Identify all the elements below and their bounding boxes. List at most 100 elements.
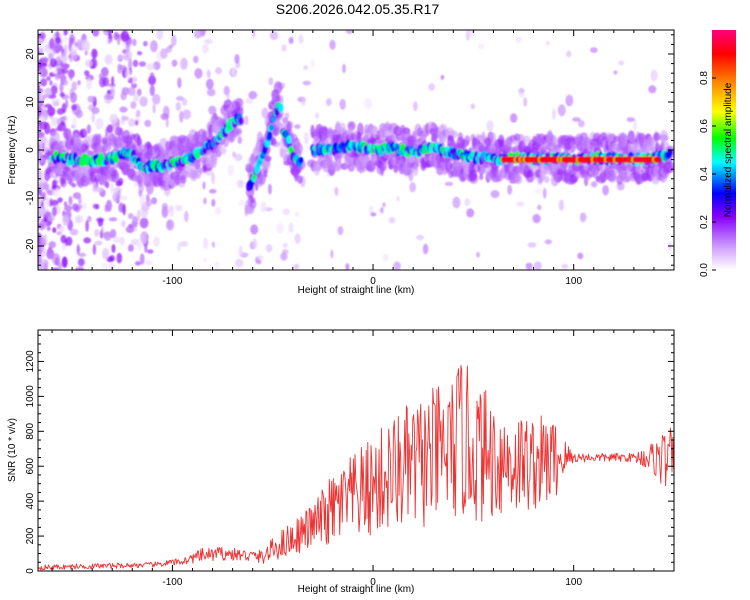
- spectrogram-noise-cell: [252, 238, 258, 249]
- spectrogram-halo-cell: [624, 170, 633, 182]
- spectrogram-noise-cell: [294, 233, 301, 244]
- spectrogram-noise-cell: [101, 262, 110, 269]
- spectrogram-noise-cell: [175, 101, 181, 111]
- spectrogram-noise-cell: [303, 132, 309, 145]
- spectrogram-noise-cell: [179, 241, 188, 247]
- spectrogram-noise-cell: [71, 183, 77, 188]
- spectrogram-noise-cell: [134, 120, 139, 126]
- spectrogram-ylabel: Frequency (Hz): [7, 116, 18, 185]
- spectrogram-noise-cell: [106, 124, 113, 133]
- spectrogram-halo-cell: [270, 138, 277, 146]
- spectrogram-noise-cell: [52, 227, 57, 234]
- spectrogram-noise-cell: [171, 34, 177, 47]
- spectrogram-noise-cell: [56, 59, 61, 65]
- spectrogram-noise-cell: [206, 69, 211, 79]
- spectrogram-noise-cell: [227, 164, 234, 177]
- spectrogram-noise-cell: [147, 249, 154, 254]
- snr-frame: [37, 329, 675, 572]
- x-tick-label: 100: [565, 577, 582, 588]
- spectrogram-noise-cell: [465, 30, 471, 41]
- spectrogram-noise-cell: [282, 208, 290, 216]
- spectrogram-xlabel: Height of straight line (km): [298, 285, 415, 296]
- spectrogram-noise-cell: [565, 94, 574, 107]
- spectrogram-noise-cell: [545, 40, 550, 46]
- spectrogram-noise-cell: [43, 233, 48, 244]
- spectrogram-noise-cell: [648, 85, 657, 94]
- spectrogram-halo-cell: [371, 125, 378, 139]
- spectrogram-noise-cell: [223, 85, 230, 96]
- spectrogram-noise-cell: [117, 63, 123, 74]
- spectrogram-noise-cell: [161, 202, 168, 211]
- spectrogram-noise-cell: [175, 96, 185, 101]
- spectrogram-noise-cell: [303, 65, 309, 71]
- spectrogram-noise-cell: [60, 234, 67, 244]
- spectrogram-noise-cell: [122, 115, 129, 121]
- spectrogram-noise-cell: [181, 98, 188, 106]
- spectrogram-noise-cell: [345, 30, 353, 35]
- spectrogram-noise-cell: [131, 220, 136, 228]
- spectrogram-noise-cell: [102, 247, 110, 260]
- spectrogram-noise-cell: [160, 113, 169, 121]
- spectrogram-noise-cell: [43, 121, 48, 128]
- spectrogram-noise-cell: [288, 222, 294, 234]
- spectrogram-noise-cell: [38, 148, 44, 158]
- spectrogram-noise-cell: [146, 62, 156, 71]
- spectrogram-noise-cell: [602, 185, 609, 196]
- spectrogram-noise-cell: [46, 226, 51, 231]
- spectrogram-noise-cell: [97, 218, 104, 227]
- colorbar-gradient: [712, 30, 736, 270]
- spectrogram-noise-cell: [112, 236, 122, 243]
- spectrogram-halo-cell: [364, 124, 370, 134]
- spectrogram-noise-cell: [269, 31, 279, 41]
- spectrogram-noise-cell: [134, 261, 141, 266]
- spectrogram-noise-cell: [41, 57, 49, 64]
- spectrogram-noise-cell: [68, 34, 76, 45]
- spectrogram-noise-cell: [39, 32, 46, 40]
- y-tick-label: 10: [25, 96, 36, 108]
- spectrogram-noise-cell: [507, 184, 513, 195]
- spectrogram-noise-cell: [65, 99, 69, 109]
- spectrogram-noise-cell: [617, 60, 625, 66]
- spectrogram-halo-cell: [235, 101, 241, 112]
- spectrogram-halo-cell: [431, 133, 437, 142]
- spectrogram-noise-cell: [103, 231, 112, 241]
- spectrogram-halo-cell: [479, 168, 487, 174]
- spectrogram-noise-cell: [94, 240, 103, 246]
- spectrogram-noise-cell: [86, 78, 92, 90]
- spectrogram-noise-cell: [469, 30, 476, 38]
- y-tick-label: 600: [25, 457, 36, 474]
- spectrogram-noise-cell: [145, 198, 152, 207]
- spectrogram-noise-cell: [78, 196, 82, 205]
- spectrogram-noise-cell: [48, 241, 56, 249]
- spectrogram-noise-cell: [168, 44, 174, 49]
- spectrogram-noise-cell: [40, 157, 46, 164]
- spectrogram-noise-cell: [268, 77, 274, 86]
- spectrogram-noise-cell: [106, 199, 112, 212]
- spectrogram-noise-cell: [268, 183, 272, 195]
- spectrogram-noise-cell: [61, 52, 68, 64]
- colorbar-tick-label: 0.4: [699, 167, 710, 181]
- spectrogram-noise-cell: [151, 197, 158, 205]
- spectrogram-noise-cell: [203, 258, 208, 263]
- spectrogram-noise-cell: [214, 207, 222, 215]
- spectrogram-noise-cell: [120, 91, 127, 101]
- spectrogram-noise-cell: [50, 199, 59, 206]
- spectrogram-noise-cell: [69, 228, 79, 236]
- page-title: S206.2026.042.05.35.R17: [275, 1, 440, 17]
- spectrogram-noise-cell: [281, 44, 287, 52]
- spectrogram-halo-cell: [110, 169, 120, 183]
- spectrogram-noise-cell: [294, 264, 300, 269]
- spectrogram-noise-cell: [63, 79, 69, 86]
- spectrogram-ridge-cell: [298, 156, 304, 164]
- spectrogram-noise-cell: [52, 267, 59, 270]
- spectrogram-noise-cell: [68, 54, 72, 59]
- spectrogram-noise-cell: [115, 180, 122, 187]
- spectrogram-noise-cell: [206, 88, 216, 97]
- spectrogram-noise-cell: [87, 215, 92, 223]
- spectrogram-noise-cell: [470, 103, 476, 110]
- spectrogram-noise-cell: [104, 92, 113, 104]
- snr-xlabel: Height of straight line (km): [298, 584, 415, 595]
- spectrogram-noise-cell: [77, 258, 85, 267]
